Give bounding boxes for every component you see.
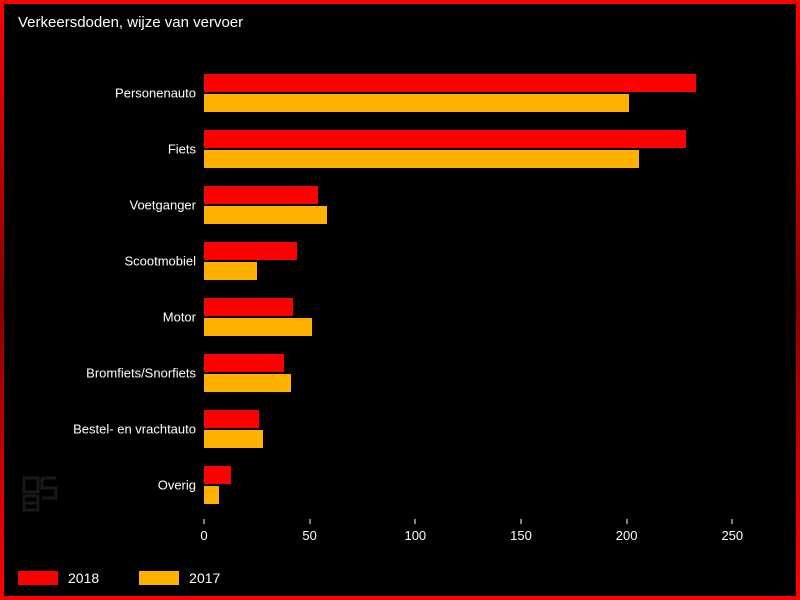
category-label: Personenauto bbox=[115, 86, 204, 101]
bar bbox=[204, 94, 629, 112]
tick-mark bbox=[732, 519, 733, 524]
bar bbox=[204, 410, 259, 428]
category-group: Personenauto bbox=[204, 74, 764, 112]
x-axis: 050100150200250 bbox=[204, 524, 764, 544]
bar bbox=[204, 430, 263, 448]
category-label: Scootmobiel bbox=[124, 254, 204, 269]
tick-mark bbox=[415, 519, 416, 524]
bar bbox=[204, 262, 257, 280]
tick-label: 200 bbox=[616, 528, 638, 543]
legend-swatch bbox=[18, 571, 58, 585]
chart-frame: Verkeersdoden, wijze van vervoer Persone… bbox=[0, 0, 800, 600]
bar bbox=[204, 354, 284, 372]
tick-mark bbox=[520, 519, 521, 524]
bar bbox=[204, 466, 231, 484]
legend-label: 2017 bbox=[189, 570, 220, 586]
category-group: Voetganger bbox=[204, 186, 764, 224]
bar bbox=[204, 130, 686, 148]
bar bbox=[204, 186, 318, 204]
tick-label: 50 bbox=[302, 528, 316, 543]
cbs-logo bbox=[20, 474, 60, 514]
legend: 2018 2017 bbox=[18, 570, 220, 586]
category-label: Bestel- en vrachtauto bbox=[73, 422, 204, 437]
category-label: Motor bbox=[163, 310, 204, 325]
tick-mark bbox=[309, 519, 310, 524]
category-group: Bromfiets/Snorfiets bbox=[204, 354, 764, 392]
bar bbox=[204, 374, 291, 392]
bar bbox=[204, 206, 327, 224]
bar bbox=[204, 486, 219, 504]
legend-swatch bbox=[139, 571, 179, 585]
bar bbox=[204, 318, 312, 336]
chart-title: Verkeersdoden, wijze van vervoer bbox=[18, 14, 243, 31]
category-label: Overig bbox=[158, 478, 204, 493]
bar bbox=[204, 74, 696, 92]
bar bbox=[204, 150, 639, 168]
tick-mark bbox=[626, 519, 627, 524]
category-group: Scootmobiel bbox=[204, 242, 764, 280]
legend-item: 2018 bbox=[18, 570, 99, 586]
tick-label: 250 bbox=[721, 528, 743, 543]
category-label: Fiets bbox=[168, 142, 204, 157]
legend-item: 2017 bbox=[139, 570, 220, 586]
category-group: Overig bbox=[204, 466, 764, 504]
category-group: Motor bbox=[204, 298, 764, 336]
bar bbox=[204, 242, 297, 260]
plot-area: Personenauto Fiets Voetganger Scootmobiel Mo… bbox=[204, 64, 764, 524]
category-label: Voetganger bbox=[129, 198, 204, 213]
legend-label: 2018 bbox=[68, 570, 99, 586]
tick-label: 150 bbox=[510, 528, 532, 543]
tick-mark bbox=[204, 519, 205, 524]
category-label: Bromfiets/Snorfiets bbox=[86, 366, 204, 381]
category-group: Fiets bbox=[204, 130, 764, 168]
bar bbox=[204, 298, 293, 316]
tick-label: 100 bbox=[404, 528, 426, 543]
category-group: Bestel- en vrachtauto bbox=[204, 410, 764, 448]
tick-label: 0 bbox=[200, 528, 207, 543]
